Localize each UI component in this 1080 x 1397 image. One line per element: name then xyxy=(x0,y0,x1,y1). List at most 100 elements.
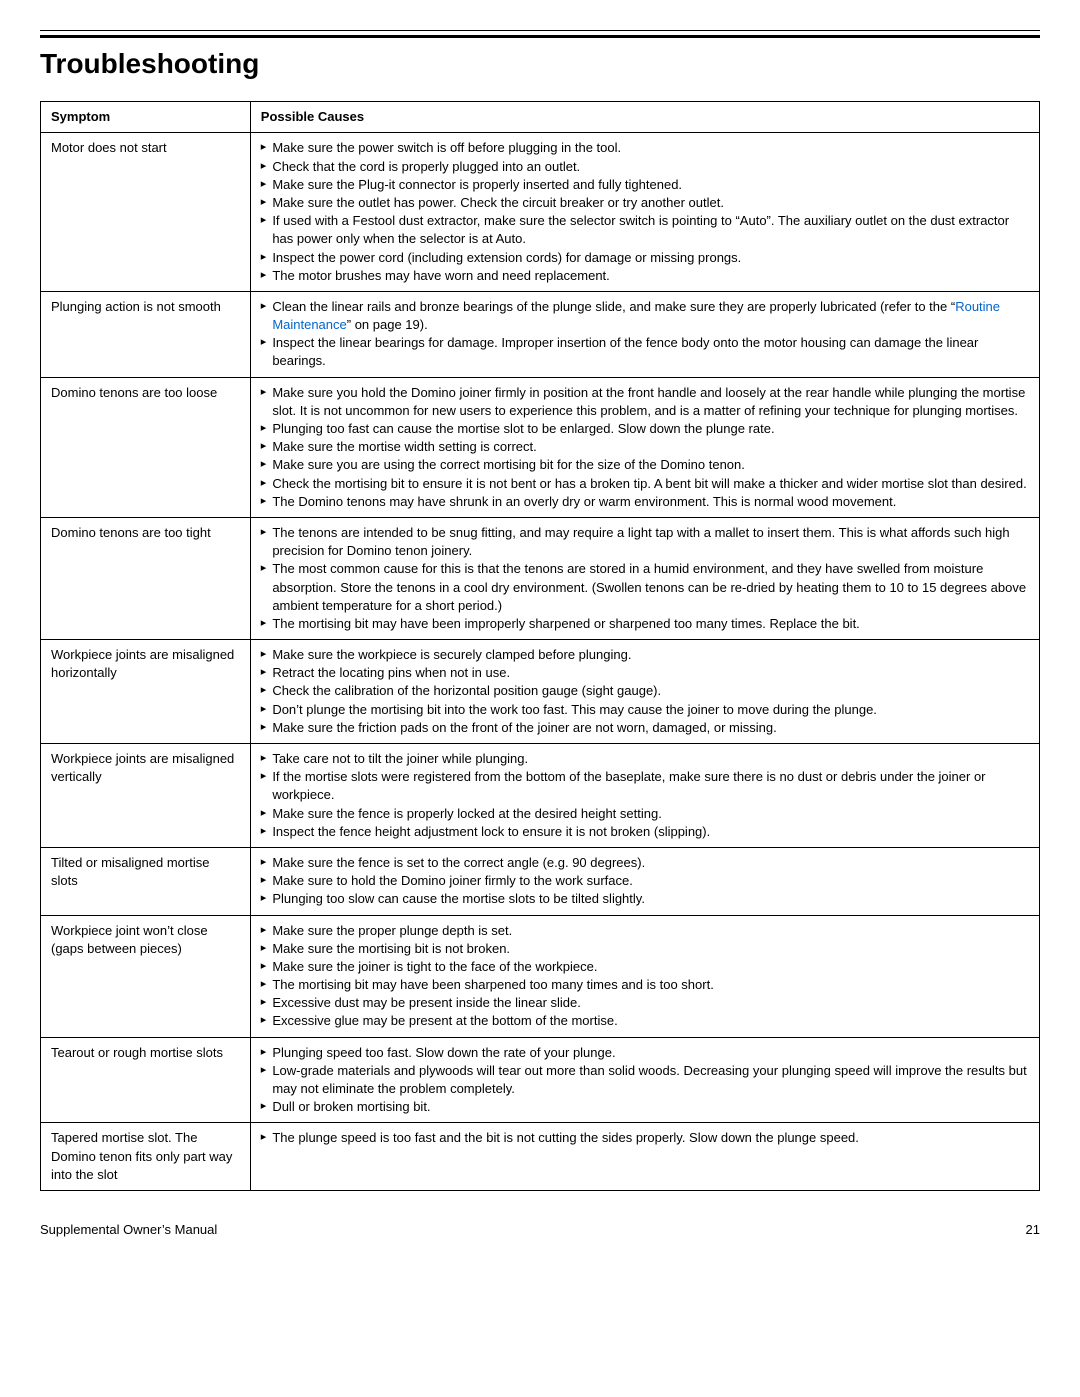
symptom-cell: Workpiece joint won’t close (gaps betwee… xyxy=(41,915,251,1037)
cause-item: ▸Take care not to tilt the joiner while … xyxy=(261,750,1029,768)
symptom-cell: Motor does not start xyxy=(41,133,251,292)
triangle-bullet-icon: ▸ xyxy=(261,768,267,786)
cause-text: Plunging speed too fast. Slow down the r… xyxy=(272,1044,1029,1062)
cause-text: Inspect the fence height adjustment lock… xyxy=(272,823,1029,841)
cause-item: ▸Plunging too fast can cause the mortise… xyxy=(261,420,1029,438)
triangle-bullet-icon: ▸ xyxy=(261,267,267,285)
cause-text: Excessive dust may be present inside the… xyxy=(272,994,1029,1012)
cause-item: ▸Make sure the workpiece is securely cla… xyxy=(261,646,1029,664)
cause-item: ▸Make sure the fence is properly locked … xyxy=(261,805,1029,823)
triangle-bullet-icon: ▸ xyxy=(261,1012,267,1030)
cause-text: Dull or broken mortising bit. xyxy=(272,1098,1029,1116)
page-footer: Supplemental Owner’s Manual 21 xyxy=(40,1221,1040,1239)
cause-text: The mortising bit may have been improper… xyxy=(272,615,1029,633)
table-row: Motor does not start ▸Make sure the power… xyxy=(41,133,1040,292)
table-row: Domino tenons are too loose▸Make sure yo… xyxy=(41,377,1040,517)
causes-cell: ▸The plunge speed is too fast and the bi… xyxy=(250,1123,1039,1191)
cause-text: Make sure the mortise width setting is c… xyxy=(272,438,1029,456)
triangle-bullet-icon: ▸ xyxy=(261,212,267,230)
cause-item: ▸The tenons are intended to be snug fitt… xyxy=(261,524,1029,560)
table-row: Workpiece joints are misaligned horizont… xyxy=(41,640,1040,744)
triangle-bullet-icon: ▸ xyxy=(261,854,267,872)
cause-text: Make sure the outlet has power. Check th… xyxy=(272,194,1029,212)
causes-cell: ▸ Plunging speed too fast. Slow down the … xyxy=(250,1037,1039,1123)
header-symptom: Symptom xyxy=(41,102,251,133)
causes-cell: ▸The tenons are intended to be snug fitt… xyxy=(250,517,1039,639)
table-row: Domino tenons are too tight▸The tenons a… xyxy=(41,517,1040,639)
causes-cell: ▸Make sure the workpiece is securely cla… xyxy=(250,640,1039,744)
cause-item: ▸ Excessive glue may be present at the bo… xyxy=(261,1012,1029,1030)
cause-item: ▸Make sure you hold the Domino joiner fi… xyxy=(261,384,1029,420)
cause-text: Make sure you hold the Domino joiner fir… xyxy=(272,384,1029,420)
cross-reference-link[interactable]: Routine Maintenance xyxy=(272,299,1000,332)
cause-item: ▸Make sure the power switch is off befor… xyxy=(261,139,1029,157)
cause-item: ▸If the mortise slots were registered fr… xyxy=(261,768,1029,804)
table-row: Plunging action is not smooth▸Clean the … xyxy=(41,291,1040,377)
footer-left: Supplemental Owner’s Manual xyxy=(40,1221,217,1239)
cause-item: ▸Check the calibration of the horizontal… xyxy=(261,682,1029,700)
triangle-bullet-icon: ▸ xyxy=(261,1098,267,1116)
triangle-bullet-icon: ▸ xyxy=(261,664,267,682)
cause-text: Clean the linear rails and bronze bearin… xyxy=(272,298,1029,334)
cause-text: Excessive glue may be present at the bot… xyxy=(272,1012,1029,1030)
title-rule xyxy=(40,35,1040,38)
triangle-bullet-icon: ▸ xyxy=(261,298,267,316)
triangle-bullet-icon: ▸ xyxy=(261,158,267,176)
table-header-row: Symptom Possible Causes xyxy=(41,102,1040,133)
triangle-bullet-icon: ▸ xyxy=(261,1062,267,1080)
triangle-bullet-icon: ▸ xyxy=(261,493,267,511)
triangle-bullet-icon: ▸ xyxy=(261,475,267,493)
header-causes: Possible Causes xyxy=(250,102,1039,133)
cause-text: The Domino tenons may have shrunk in an … xyxy=(272,493,1029,511)
symptom-cell: Tapered mortise slot. The Domino tenon f… xyxy=(41,1123,251,1191)
cause-item: ▸ Dull or broken mortising bit. xyxy=(261,1098,1029,1116)
cause-item: ▸Check that the cord is properly plugged… xyxy=(261,158,1029,176)
triangle-bullet-icon: ▸ xyxy=(261,524,267,542)
cause-item: ▸ Plunging speed too fast. Slow down the … xyxy=(261,1044,1029,1062)
triangle-bullet-icon: ▸ xyxy=(261,646,267,664)
cause-item: ▸Make sure to hold the Domino joiner fir… xyxy=(261,872,1029,890)
cause-text: Inspect the linear bearings for damage. … xyxy=(272,334,1029,370)
triangle-bullet-icon: ▸ xyxy=(261,719,267,737)
causes-cell: ▸ Clean the linear rails and bronze beari… xyxy=(250,291,1039,377)
cause-text: Make sure the Plug-it connector is prope… xyxy=(272,176,1029,194)
cause-item: ▸Inspect the fence height adjustment loc… xyxy=(261,823,1029,841)
triangle-bullet-icon: ▸ xyxy=(261,456,267,474)
causes-cell: ▸Take care not to tilt the joiner while … xyxy=(250,744,1039,848)
symptom-cell: Workpiece joints are misaligned vertical… xyxy=(41,744,251,848)
triangle-bullet-icon: ▸ xyxy=(261,682,267,700)
cause-item: ▸Check the mortising bit to ensure it is… xyxy=(261,475,1029,493)
cause-item: ▸ Make sure the fence is set to the corre… xyxy=(261,854,1029,872)
cause-item: ▸The most common cause for this is that … xyxy=(261,560,1029,615)
cause-item: ▸ The Domino tenons may have shrunk in an… xyxy=(261,493,1029,511)
cause-item: ▸The plunge speed is too fast and the bi… xyxy=(261,1129,1029,1147)
cause-item: ▸ Make sure the joiner is tight to the fa… xyxy=(261,958,1029,976)
footer-right: 21 xyxy=(1026,1221,1040,1239)
cause-item: ▸ Retract the locating pins when not in u… xyxy=(261,664,1029,682)
triangle-bullet-icon: ▸ xyxy=(261,872,267,890)
symptom-cell: Workpiece joints are misaligned horizont… xyxy=(41,640,251,744)
triangle-bullet-icon: ▸ xyxy=(261,194,267,212)
cause-item: ▸Make sure you are using the correct mor… xyxy=(261,456,1029,474)
cause-text: Make sure the joiner is tight to the fac… xyxy=(272,958,1029,976)
causes-cell: ▸Make sure the power switch is off befor… xyxy=(250,133,1039,292)
triangle-bullet-icon: ▸ xyxy=(261,334,267,352)
triangle-bullet-icon: ▸ xyxy=(261,560,267,578)
page-title: Troubleshooting xyxy=(40,44,1040,83)
cause-item: ▸Inspect the power cord (including exten… xyxy=(261,249,1029,267)
top-rule xyxy=(40,30,1040,31)
cause-item: ▸ Make sure the proper plunge depth is se… xyxy=(261,922,1029,940)
triangle-bullet-icon: ▸ xyxy=(261,958,267,976)
cause-text: Make sure the proper plunge depth is set… xyxy=(272,922,1029,940)
table-row: Workpiece joints are misaligned vertical… xyxy=(41,744,1040,848)
cause-text: Retract the locating pins when not in us… xyxy=(272,664,1029,682)
table-row: Tearout or rough mortise slots ▸ Plunging … xyxy=(41,1037,1040,1123)
symptom-cell: Tearout or rough mortise slots xyxy=(41,1037,251,1123)
triangle-bullet-icon: ▸ xyxy=(261,1129,267,1147)
triangle-bullet-icon: ▸ xyxy=(261,940,267,958)
cause-item: ▸Don’t plunge the mortising bit into the… xyxy=(261,701,1029,719)
cause-text: Make sure the fence is set to the correc… xyxy=(272,854,1029,872)
triangle-bullet-icon: ▸ xyxy=(261,922,267,940)
triangle-bullet-icon: ▸ xyxy=(261,1044,267,1062)
cause-item: ▸The mortising bit may have been imprope… xyxy=(261,615,1029,633)
